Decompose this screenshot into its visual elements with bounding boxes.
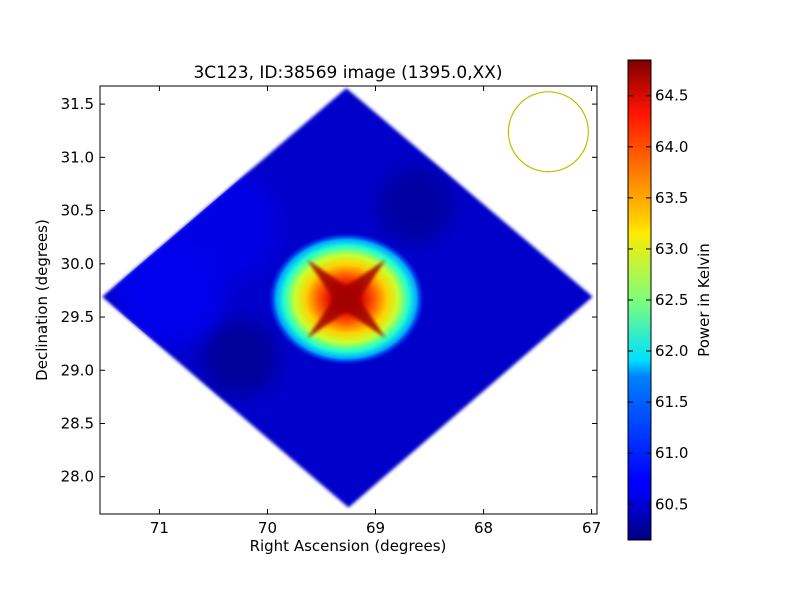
plot-area <box>100 86 597 514</box>
colorbar-label: Power in Kelvin <box>695 243 713 357</box>
x-tick-label: 69 <box>366 519 385 537</box>
colorbar-tick-label: 63.0 <box>655 240 688 258</box>
colorbar-ticks: 60.5 61.0 61.5 62.0 62.5 63.0 63.5 64.0 64.5 <box>628 87 688 513</box>
cold-spot <box>377 167 454 244</box>
x-tick-label: 67 <box>582 519 601 537</box>
y-axis-label: Declination (degrees) <box>33 219 51 381</box>
hot-source-core <box>306 259 386 339</box>
colorbar: 60.5 61.0 61.5 62.0 62.5 63.0 63.5 64.0 64.5 Pow… <box>627 59 713 541</box>
x-axis: 71 70 69 68 67 <box>150 86 601 537</box>
y-tick-label: 31.0 <box>61 148 94 166</box>
colorbar-tick-label: 64.0 <box>655 138 688 156</box>
chart-title: 3C123, ID:38569 image (1395.0,XX) <box>193 63 502 83</box>
y-axis: 28.0 28.5 29.0 29.5 30.0 30.5 31.0 31.5 <box>61 95 597 486</box>
plot-frame <box>99 85 598 515</box>
colorbar-tick-label: 62.0 <box>655 342 688 360</box>
colorbar-gradient <box>628 60 651 540</box>
colorbar-tick-label: 61.5 <box>655 393 688 411</box>
y-tick-label: 28.5 <box>61 415 94 433</box>
x-axis-label: Right Ascension (degrees) <box>250 537 447 555</box>
y-tick-label: 31.5 <box>61 95 94 113</box>
colorbar-tick-label: 62.5 <box>655 291 688 309</box>
y-tick-label: 29.0 <box>61 361 94 379</box>
y-tick-label: 30.5 <box>61 202 94 220</box>
colorbar-tick-label: 60.5 <box>655 495 688 513</box>
cold-spot <box>202 319 279 396</box>
y-tick-label: 29.5 <box>61 308 94 326</box>
colorbar-tick-label: 64.5 <box>655 87 688 105</box>
colorbar-tick-label: 61.0 <box>655 444 688 462</box>
x-tick-label: 71 <box>150 519 169 537</box>
colorbar-tick-label: 63.5 <box>655 189 688 207</box>
heatmap-footprint <box>102 88 593 508</box>
y-tick-label: 28.0 <box>61 468 94 486</box>
x-tick-label: 68 <box>474 519 493 537</box>
y-tick-label: 30.0 <box>61 255 94 273</box>
beam-circle <box>507 91 589 173</box>
x-tick-label: 70 <box>258 519 277 537</box>
